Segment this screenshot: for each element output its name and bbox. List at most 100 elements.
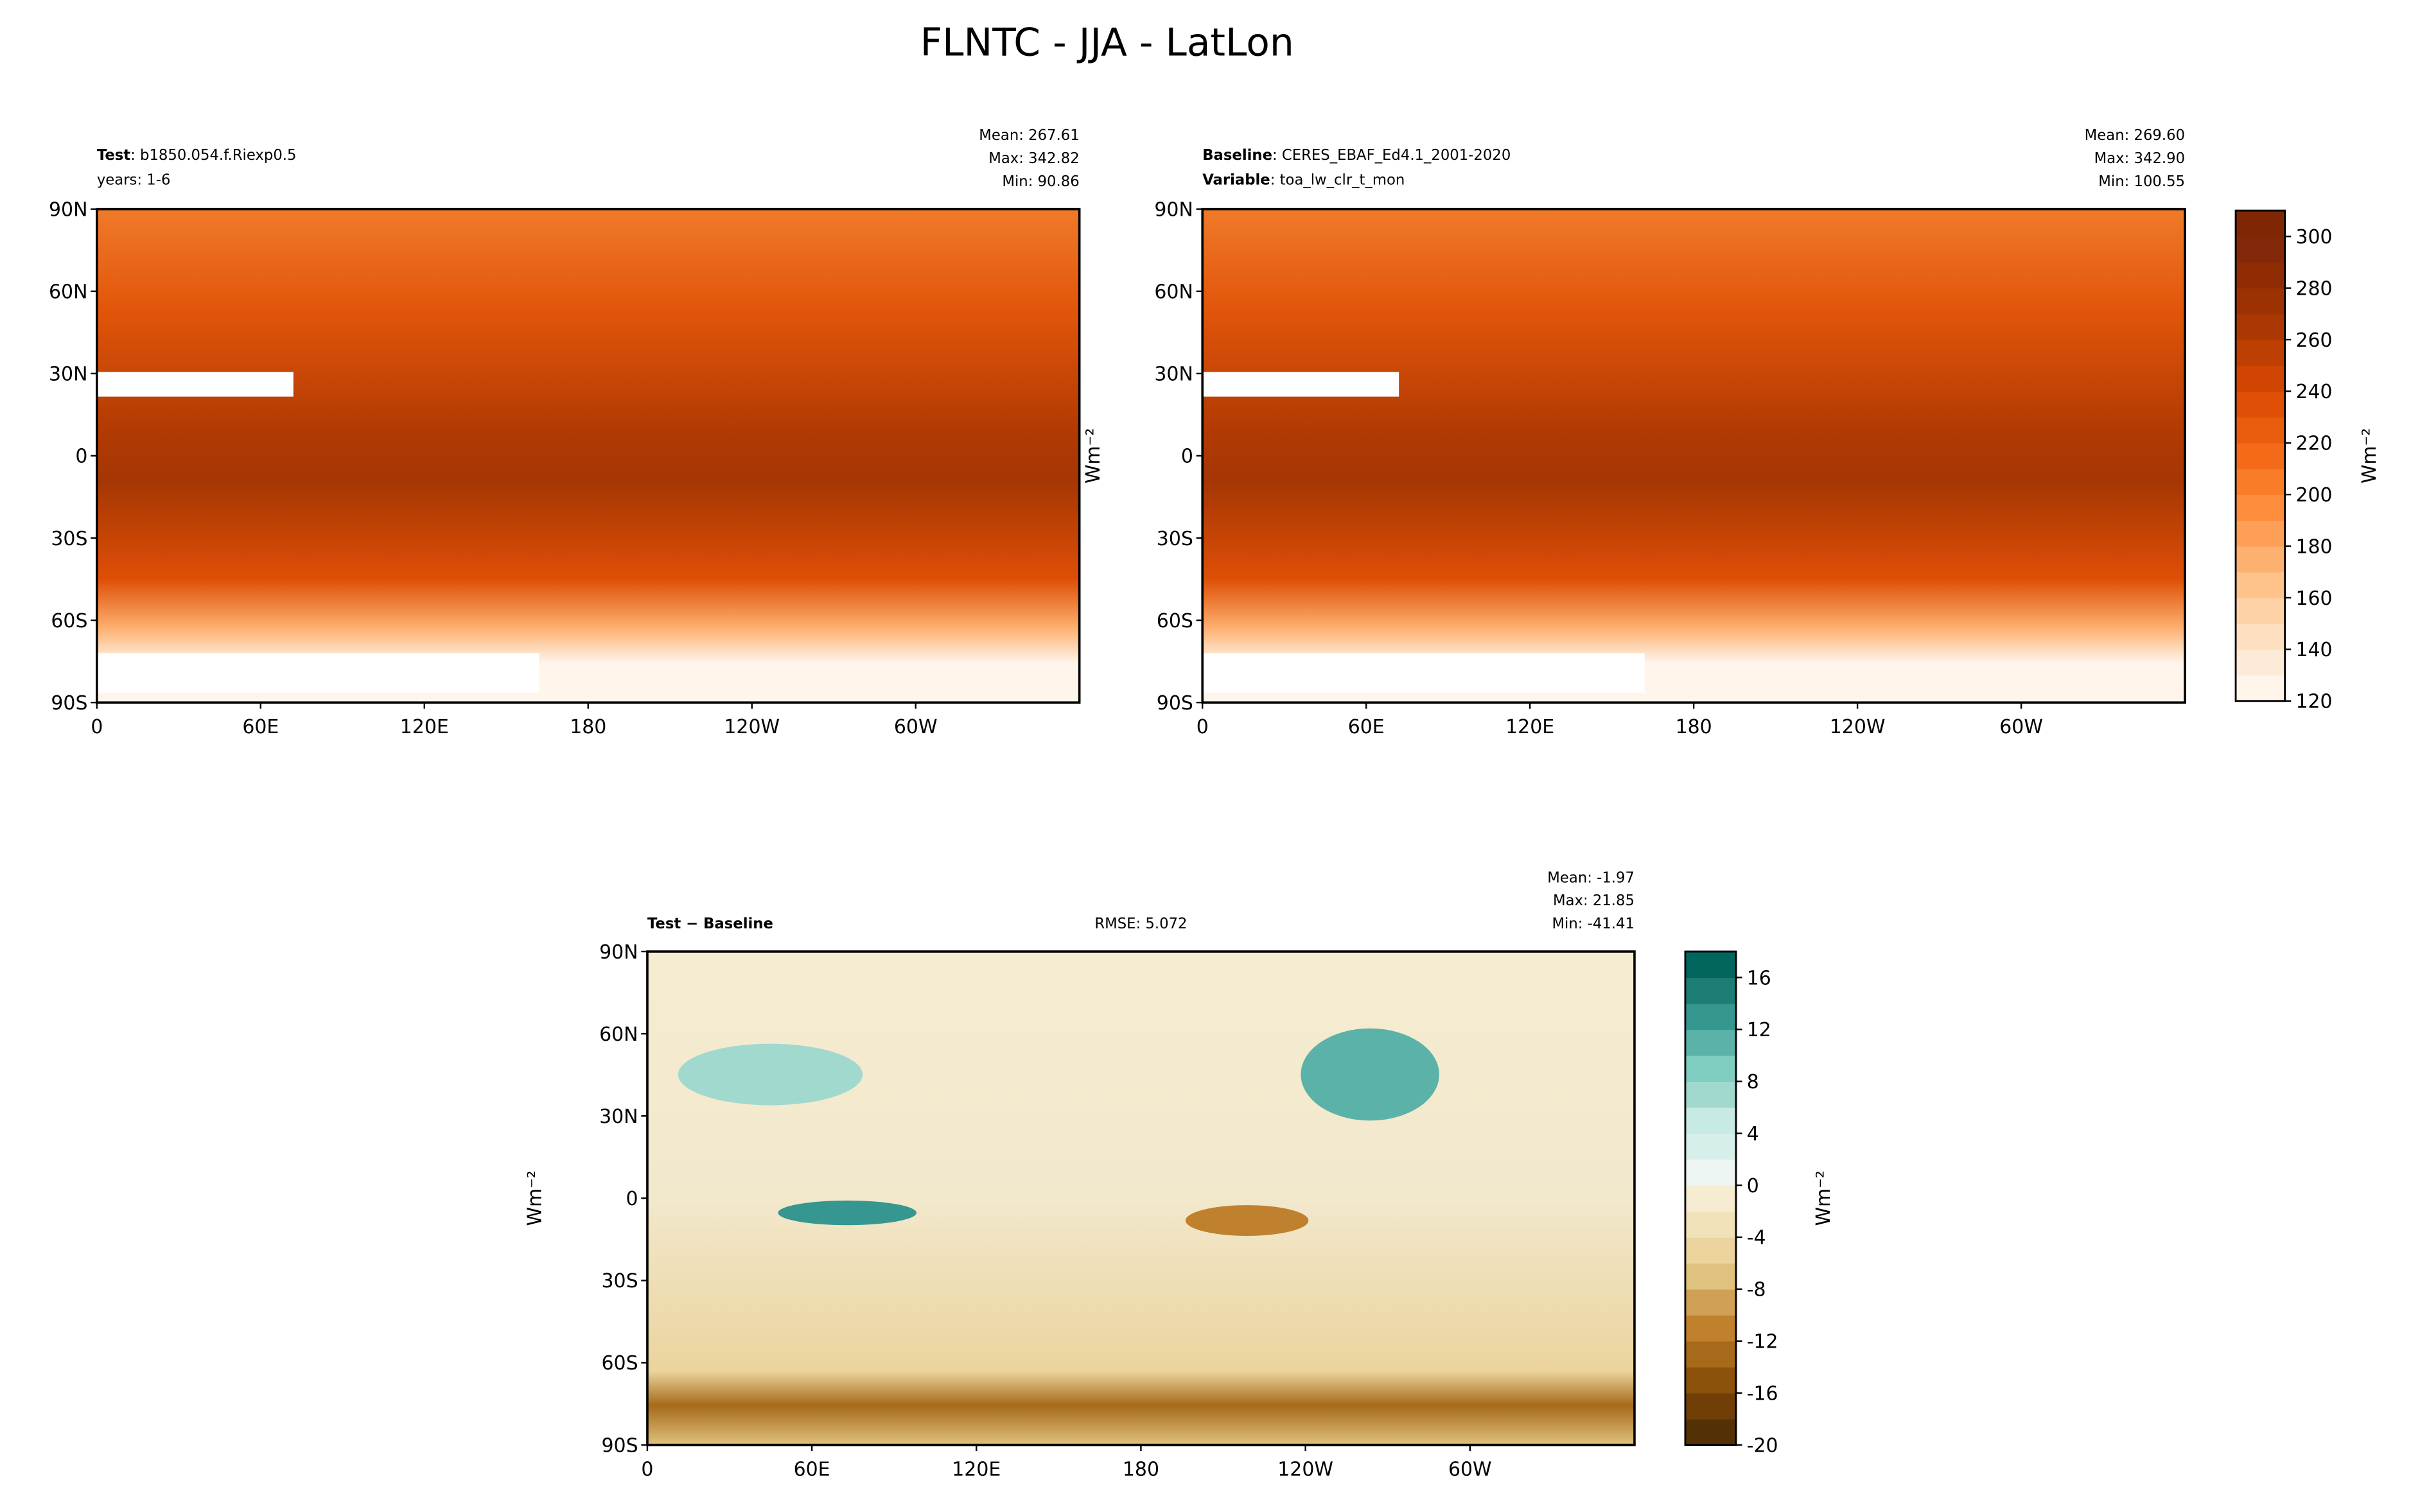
colorbar-tick-label: -4 (1747, 1227, 1766, 1249)
panel-label: Baseline: CERES_EBAF_Ed4.1_2001-2020 (1202, 147, 1511, 164)
colorbar-tick-label: -12 (1747, 1331, 1778, 1353)
colorbar-level (1685, 1133, 1736, 1160)
x-tick-label: 0 (91, 716, 103, 738)
colorbar-level (1685, 1315, 1736, 1342)
y-tick-label: 0 (626, 1188, 638, 1210)
colorbar-level (2236, 313, 2285, 340)
colorbar-level (2236, 288, 2285, 315)
x-tick-label: 120E (1505, 716, 1554, 738)
map-field (1202, 209, 2186, 703)
colorbar-level (1685, 1263, 1736, 1290)
colorbar-tick-label: 0 (1747, 1175, 1759, 1197)
colorbar-level (1685, 1211, 1736, 1238)
colorbar-level (1685, 1055, 1736, 1082)
x-tick-label: 60W (894, 716, 938, 738)
y-tick-label: 90S (602, 1434, 638, 1457)
colorbar-level (2236, 494, 2285, 521)
colorbar-label: Wm⁻² (1812, 1170, 1835, 1226)
colorbar-level (2236, 442, 2285, 469)
colorbar-level (2236, 211, 2285, 237)
colorbar-level (1685, 1367, 1736, 1394)
colorbar-level (2236, 340, 2285, 366)
anomaly-region (1185, 1205, 1309, 1236)
masked-region (1202, 372, 1399, 397)
colorbar-tick-label: -16 (1747, 1382, 1778, 1405)
colorbar-tick-label: 4 (1747, 1123, 1759, 1145)
colorbar-tick-label: 280 (2295, 277, 2332, 300)
colorbar-tick-label: 8 (1747, 1071, 1759, 1093)
stat: Mean: 267.61 (979, 127, 1079, 144)
colorbar-level (1685, 1185, 1736, 1212)
colorbar-level (2236, 469, 2285, 495)
y-tick-label: 30S (602, 1270, 638, 1292)
panel-label: Variable: toa_lw_clr_t_mon (1202, 171, 1405, 188)
panel-label-text: : b1850.054.f.Riexp0.5 (130, 147, 296, 164)
stat: Min: 100.55 (2098, 173, 2185, 190)
colorbar-level (1685, 1107, 1736, 1134)
masked-region (96, 653, 539, 693)
y-tick-label: 90N (1154, 198, 1193, 221)
colorbar-tick-label: 220 (2295, 433, 2332, 455)
y-tick-label: 30S (1157, 528, 1193, 550)
colorbar-level (1685, 1419, 1736, 1446)
colorbar-tick-label: 16 (1747, 967, 1771, 989)
panel-label-text: : toa_lw_clr_t_mon (1270, 171, 1405, 188)
x-tick-label: 60E (794, 1458, 830, 1481)
panel-label-key: Baseline (1202, 147, 1272, 164)
panel-label-key: Variable (1202, 171, 1270, 188)
y-tick-label: 60N (599, 1023, 638, 1046)
y-tick-label: 90N (49, 198, 87, 221)
colorbar-level (1685, 1237, 1736, 1264)
colorbar-tick-label: 180 (2295, 535, 2332, 558)
x-tick-label: 120W (1830, 716, 1886, 738)
x-tick-label: 180 (570, 716, 606, 738)
panel-label-key: Test (97, 147, 130, 164)
colorbar-tick-label: 120 (2295, 691, 2332, 713)
colorbar-level (2236, 598, 2285, 624)
stat: Max: 342.82 (988, 150, 1079, 167)
map-field (96, 209, 1080, 703)
y-axis-label: Wm⁻² (1082, 428, 1105, 483)
colorbar-level (1685, 1003, 1736, 1030)
colorbar-level (2236, 546, 2285, 573)
x-tick-label: 120W (1277, 1458, 1333, 1481)
stat: Min: 90.86 (1002, 173, 1079, 190)
y-tick-label: 60S (602, 1352, 638, 1375)
x-tick-label: 60E (242, 716, 279, 738)
x-tick-label: 120E (400, 716, 449, 738)
colorbar-level (2236, 365, 2285, 392)
x-tick-label: 60W (1448, 1458, 1492, 1481)
colorbar-level (2236, 675, 2285, 702)
stat: Min: -41.41 (1552, 916, 1635, 932)
colorbar-level (2236, 571, 2285, 598)
colorbar-level (1685, 1393, 1736, 1420)
masked-region (1202, 653, 1645, 693)
stat: Max: 21.85 (1553, 892, 1635, 909)
panel-label-text: : CERES_EBAF_Ed4.1_2001-2020 (1272, 147, 1511, 164)
colorbar-tick-label: 300 (2295, 226, 2332, 248)
y-tick-label: 60N (1154, 281, 1193, 304)
x-tick-label: 120W (724, 716, 780, 738)
y-tick-label: 60S (1157, 610, 1193, 632)
colorbar-level (1685, 1159, 1736, 1186)
colorbar-tick-label: -8 (1747, 1279, 1766, 1301)
y-tick-label: 30N (599, 1106, 638, 1128)
masked-region (96, 372, 294, 397)
figure-title: FLNTC - JJA - LatLon (920, 20, 1294, 65)
colorbar-level (1685, 1341, 1736, 1368)
y-axis-label: Wm⁻² (524, 1170, 547, 1226)
colorbar-level (2236, 391, 2285, 418)
panel-label: Test − Baseline (647, 916, 773, 932)
colorbar-level (1685, 1029, 1736, 1056)
x-tick-label: 60W (1999, 716, 2043, 738)
y-tick-label: 30S (51, 528, 87, 550)
panel-label: Test: b1850.054.f.Riexp0.5 (97, 147, 297, 164)
colorbar-level (2236, 236, 2285, 263)
colorbar-level (2236, 649, 2285, 676)
y-tick-label: 30N (1154, 363, 1193, 386)
colorbar-tick-label: 12 (1747, 1019, 1771, 1041)
colorbar-tick-label: 160 (2295, 587, 2332, 610)
y-tick-label: 0 (1181, 446, 1193, 468)
panel-label: years: 1-6 (97, 171, 171, 188)
